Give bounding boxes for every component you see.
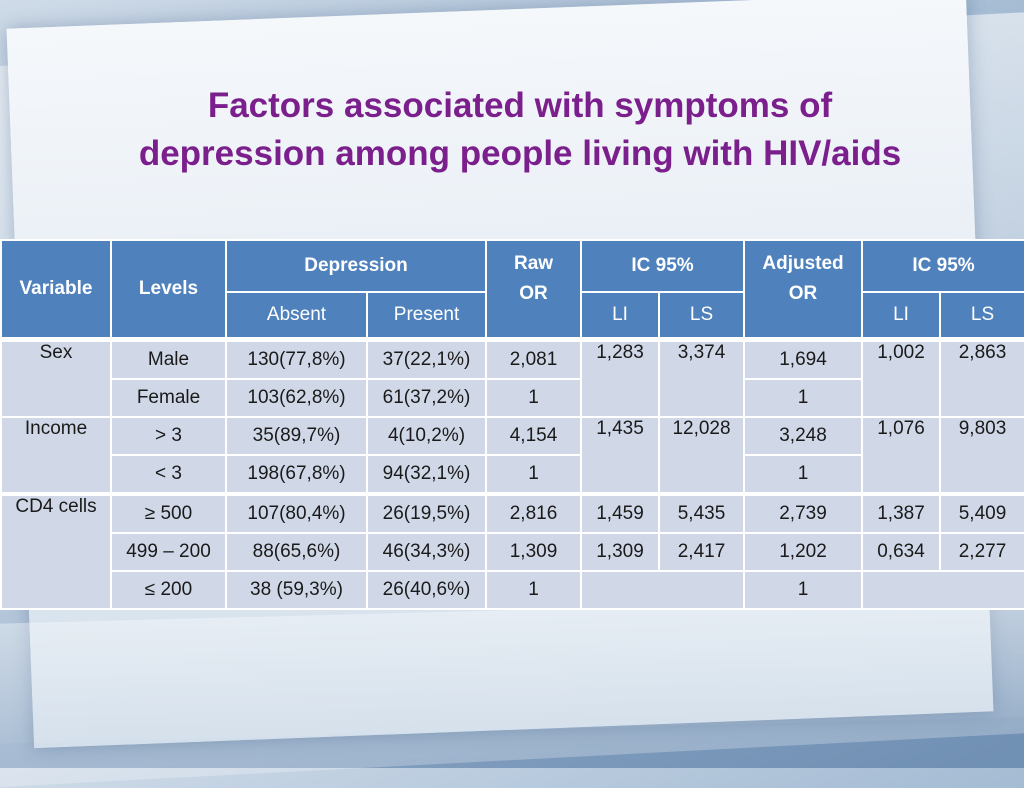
cell-present: 26(19,5%) xyxy=(365,492,488,534)
header-li-adjusted: LI xyxy=(861,291,942,341)
table-row: Income > 3 35(89,7%) 4(10,2%) 4,154 1,43… xyxy=(0,416,1024,495)
header-raw-or-line-2: OR xyxy=(519,283,548,304)
cell-present: 94(32,1%) xyxy=(365,454,488,495)
cell-adjusted-or: 3,248 xyxy=(743,416,864,456)
cell-level: 499 – 200 xyxy=(110,532,227,572)
cell-li-raw: 1,459 xyxy=(580,492,661,534)
header-adjusted-or-line-1: Adjusted xyxy=(762,253,844,274)
cell-ls-raw: 3,374 xyxy=(658,337,746,418)
cell-absent: 130(77,8%) xyxy=(225,337,368,380)
cell-li-adjusted: 1,002 xyxy=(861,337,942,418)
slide-title-line-2: depression among people living with HIV/… xyxy=(138,134,902,173)
header-row-2: Absent Present LI LS LI LS xyxy=(1,291,1024,341)
cell-adjusted-or: 2,739 xyxy=(743,492,864,534)
table-row: < 3 198(67,8%) 94(32,1%) 1 1 xyxy=(1,454,1024,495)
cell-ic95-raw-empty xyxy=(580,570,746,610)
table-row: Sex Male 130(77,8%) 37(22,1%) 2,081 1,28… xyxy=(0,337,1024,418)
cell-ls-adjusted: 2,863 xyxy=(939,337,1024,418)
slide-title-line-1: Factors associated with symptoms of xyxy=(207,86,833,125)
cell-level: ≤ 200 xyxy=(110,570,227,610)
header-ls-adjusted: LS xyxy=(939,291,1024,341)
cell-adjusted-or: 1 xyxy=(743,454,864,495)
header-ls-raw: LS xyxy=(658,291,746,341)
cell-ls-raw: 12,028 xyxy=(658,416,746,495)
cell-ls-adjusted: 5,409 xyxy=(939,492,1024,534)
cell-raw-or: 1 xyxy=(485,454,583,495)
cell-raw-or: 1,309 xyxy=(485,532,583,572)
cell-ls-adjusted: 9,803 xyxy=(939,416,1024,495)
cell-adjusted-or: 1,694 xyxy=(743,337,864,380)
cell-ls-adjusted: 2,277 xyxy=(939,532,1024,572)
cell-adjusted-or: 1 xyxy=(743,378,864,418)
cell-raw-or: 2,816 xyxy=(485,492,583,534)
cell-absent: 107(80,4%) xyxy=(225,492,368,534)
cell-present: 61(37,2%) xyxy=(365,378,488,418)
header-raw-or: Raw OR xyxy=(485,239,583,341)
cell-level: > 3 xyxy=(110,416,227,456)
header-ic95-raw: IC 95% xyxy=(580,239,746,293)
header-levels: Levels xyxy=(110,239,227,341)
cell-adjusted-or: 1 xyxy=(743,570,864,610)
cell-present: 4(10,2%) xyxy=(365,416,488,456)
table-row: CD4 cells ≥ 500 107(80,4%) 26(19,5%) 2,8… xyxy=(0,492,1024,610)
cell-absent: 88(65,6%) xyxy=(225,532,368,572)
cell-absent: 38 (59,3%) xyxy=(225,570,368,610)
cell-variable: Sex xyxy=(0,337,112,418)
cell-level: ≥ 500 xyxy=(110,492,227,534)
cell-level: Male xyxy=(110,337,227,380)
cell-variable: CD4 cells xyxy=(0,492,112,610)
header-raw-or-line-1: Raw xyxy=(513,253,554,274)
cell-level: < 3 xyxy=(110,454,227,495)
slide-title: Factors associated with symptoms of depr… xyxy=(0,82,1024,178)
cell-li-adjusted: 1,076 xyxy=(861,416,942,495)
header-present: Present xyxy=(365,291,488,341)
cell-li-adjusted: 0,634 xyxy=(861,532,942,572)
header-absent: Absent xyxy=(225,291,368,341)
header-adjusted-or: Adjusted OR xyxy=(743,239,864,341)
cell-ls-raw: 5,435 xyxy=(658,492,746,534)
cell-adjusted-or: 1,202 xyxy=(743,532,864,572)
cell-raw-or: 1 xyxy=(485,570,583,610)
cell-raw-or: 1 xyxy=(485,378,583,418)
cell-ls-raw: 2,417 xyxy=(658,532,746,572)
cell-li-raw: 1,435 xyxy=(580,416,661,495)
table-row: ≤ 200 38 (59,3%) 26(40,6%) 1 1 xyxy=(1,570,1024,610)
cell-ic95-adjusted-empty xyxy=(861,570,1024,610)
header-adjusted-or-line-2: OR xyxy=(788,283,818,304)
header-variable: Variable xyxy=(0,239,112,341)
header-depression: Depression xyxy=(224,239,488,293)
cell-present: 26(40,6%) xyxy=(365,570,488,610)
cell-present: 37(22,1%) xyxy=(365,337,488,380)
header-row-1: Variable Levels Depression Raw OR IC 95%… xyxy=(0,239,1024,341)
cell-level: Female xyxy=(110,378,227,418)
header-li-raw: LI xyxy=(580,291,661,341)
cell-li-adjusted: 1,387 xyxy=(861,492,942,534)
cell-absent: 103(62,8%) xyxy=(225,378,368,418)
cell-li-raw: 1,309 xyxy=(580,532,661,572)
table-row: Female 103(62,8%) 61(37,2%) 1 1 xyxy=(1,378,1024,418)
cell-present: 46(34,3%) xyxy=(365,532,488,572)
cell-absent: 35(89,7%) xyxy=(225,416,368,456)
table-row: 499 – 200 88(65,6%) 46(34,3%) 1,309 1,30… xyxy=(1,532,1024,572)
cell-absent: 198(67,8%) xyxy=(225,454,368,495)
header-ic95-adjusted: IC 95% xyxy=(861,239,1024,293)
cell-raw-or: 2,081 xyxy=(485,337,583,380)
cell-li-raw: 1,283 xyxy=(580,337,661,418)
results-table: Variable Levels Depression Raw OR IC 95%… xyxy=(0,239,1024,610)
cell-raw-or: 4,154 xyxy=(485,416,583,456)
cell-variable: Income xyxy=(0,416,112,495)
